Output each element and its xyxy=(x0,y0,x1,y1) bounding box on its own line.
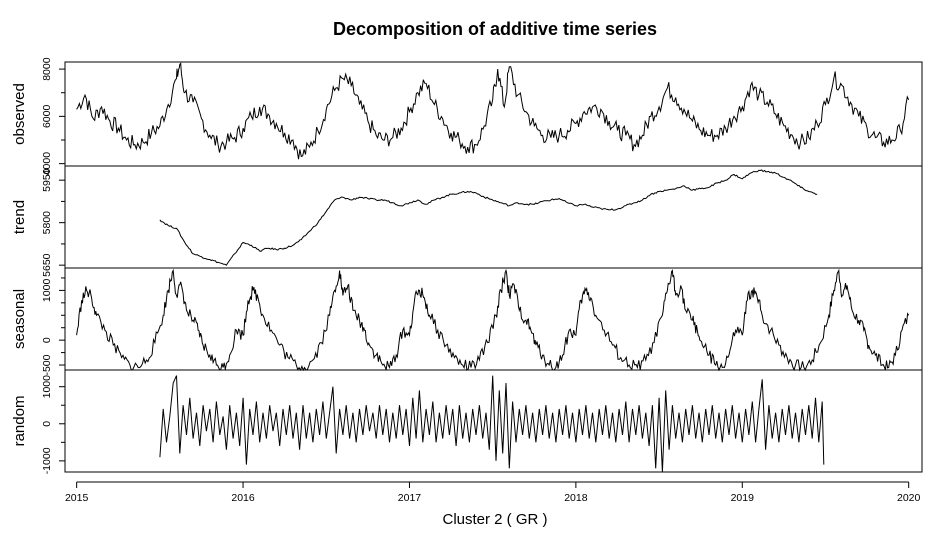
y-tick-label: 0 xyxy=(41,421,53,427)
x-tick-label: 2017 xyxy=(398,492,422,504)
panel-random: random -1000 0 1000 xyxy=(11,370,922,474)
x-axis-label: Cluster 2 ( GR ) xyxy=(442,511,547,528)
panel-seasonal: seasonal -500 0 1000 xyxy=(11,268,922,376)
y-tick-label: 8000 xyxy=(41,57,53,81)
y-tick-label: -1000 xyxy=(41,447,53,474)
x-tick-label: 2015 xyxy=(65,492,89,504)
y-axis-label-seasonal: seasonal xyxy=(11,289,28,349)
panel-frame xyxy=(65,268,922,370)
y-tick-label: 1000 xyxy=(41,375,53,399)
x-tick-label: 2019 xyxy=(731,492,755,504)
y-tick-label: 5950 xyxy=(41,168,53,192)
x-tick-label: 2020 xyxy=(897,492,921,504)
y-axis-label-observed: observed xyxy=(11,83,28,145)
y-tick-label: -500 xyxy=(41,354,53,375)
panel-trend: trend 5650 5800 5950 xyxy=(11,166,922,277)
y-axis-label-trend: trend xyxy=(11,200,28,234)
panel-frame xyxy=(65,62,922,166)
x-tick-label: 2016 xyxy=(231,492,255,504)
y-tick-label: 6000 xyxy=(41,105,53,129)
panel-frame xyxy=(65,166,922,268)
series-line-observed xyxy=(77,64,909,160)
y-axis-label-random: random xyxy=(11,396,28,447)
y-tick-label: 5650 xyxy=(41,253,53,277)
y-tick-label: 5800 xyxy=(41,211,53,235)
series-line-seasonal xyxy=(77,271,909,371)
y-tick-label: 0 xyxy=(41,337,53,343)
y-tick-label: 1000 xyxy=(41,279,53,303)
chart-title: Decomposition of additive time series xyxy=(333,19,657,39)
series-line-random xyxy=(160,376,824,472)
series-line-trend xyxy=(160,170,817,265)
x-tick-label: 2018 xyxy=(564,492,588,504)
